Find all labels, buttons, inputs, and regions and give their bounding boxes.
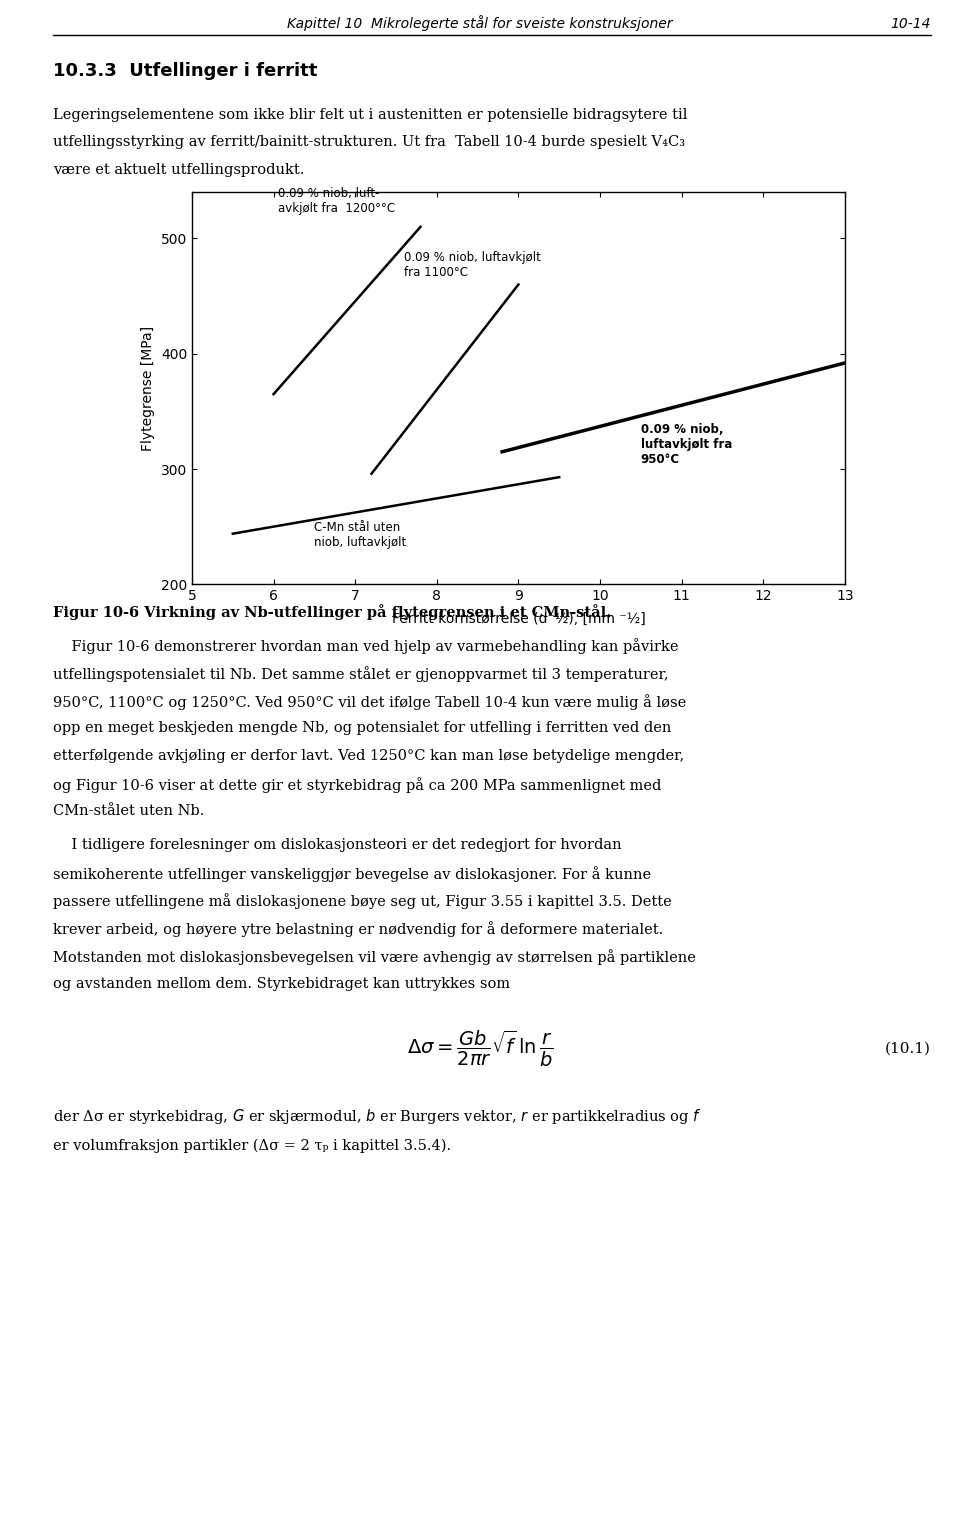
Text: C-Mn stål uten
niob, luftavkjølt: C-Mn stål uten niob, luftavkjølt xyxy=(315,521,407,549)
Text: er volumfraksjon partikler (Δσ = 2 τₚ i kapittel 3.5.4).: er volumfraksjon partikler (Δσ = 2 τₚ i … xyxy=(53,1138,451,1152)
Text: utfellingspotensialet til Nb. Det samme stålet er gjenoppvarmet til 3 temperatur: utfellingspotensialet til Nb. Det samme … xyxy=(53,666,668,681)
Text: utfellingsstyrking av ferritt/bainitt-strukturen. Ut fra  Tabell 10-4 burde spes: utfellingsstyrking av ferritt/bainitt-st… xyxy=(53,135,684,149)
Text: 950°C, 1100°C og 1250°C. Ved 950°C vil det ifølge Tabell 10-4 kun være mulig å l: 950°C, 1100°C og 1250°C. Ved 950°C vil d… xyxy=(53,694,686,709)
Text: 0.09 % niob,
luftavkjølt fra
950°C: 0.09 % niob, luftavkjølt fra 950°C xyxy=(641,423,732,466)
Text: der Δσ er styrkebidrag, $G$ er skjærmodul, $b$ er Burgers vektor, $r$ er partikk: der Δσ er styrkebidrag, $G$ er skjærmodu… xyxy=(53,1107,701,1126)
Text: 10.3.3  Utfellinger i ferritt: 10.3.3 Utfellinger i ferritt xyxy=(53,62,317,80)
Text: 0.09 % niob, luftavkjølt
fra 1100°C: 0.09 % niob, luftavkjølt fra 1100°C xyxy=(404,251,541,278)
Text: semikoherente utfellinger vanskeliggjør bevegelse av dislokasjoner. For å kunne: semikoherente utfellinger vanskeliggjør … xyxy=(53,866,651,881)
Text: krever arbeid, og høyere ytre belastning er nødvendig for å deformere materialet: krever arbeid, og høyere ytre belastning… xyxy=(53,921,663,937)
Text: $\Delta\sigma = \dfrac{Gb}{2\pi r} \sqrt{f}\, \ln \dfrac{r}{b}$: $\Delta\sigma = \dfrac{Gb}{2\pi r} \sqrt… xyxy=(407,1029,553,1069)
Text: etterfølgende avkjøling er derfor lavt. Ved 1250°C kan man løse betydelige mengd: etterfølgende avkjøling er derfor lavt. … xyxy=(53,749,684,763)
Text: CMn-stålet uten Nb.: CMn-stålet uten Nb. xyxy=(53,804,204,818)
Text: Legeringselementene som ikke blir felt ut i austenitten er potensielle bidragsyt: Legeringselementene som ikke blir felt u… xyxy=(53,108,687,122)
Text: opp en meget beskjeden mengde Nb, og potensialet for utfelling i ferritten ved d: opp en meget beskjeden mengde Nb, og pot… xyxy=(53,721,671,735)
Text: passere utfellingene må dislokasjonene bøye seg ut, Figur 3.55 i kapittel 3.5. D: passere utfellingene må dislokasjonene b… xyxy=(53,894,672,909)
Text: Motstanden mot dislokasjonsbevegelsen vil være avhengig av størrelsen på partikl: Motstanden mot dislokasjonsbevegelsen vi… xyxy=(53,949,696,964)
Text: Figur 10-6 demonstrerer hvordan man ved hjelp av varmebehandling kan påvirke: Figur 10-6 demonstrerer hvordan man ved … xyxy=(53,638,679,654)
Text: Kapittel 10  Mikrolegerte stål for sveiste konstruksjoner: Kapittel 10 Mikrolegerte stål for sveist… xyxy=(287,15,673,31)
Text: 0.09 % niob, luft-
avkjølt fra  1200°°C: 0.09 % niob, luft- avkjølt fra 1200°°C xyxy=(277,188,395,215)
Text: og Figur 10-6 viser at dette gir et styrkebidrag på ca 200 MPa sammenlignet med: og Figur 10-6 viser at dette gir et styr… xyxy=(53,777,661,792)
Text: (10.1): (10.1) xyxy=(885,1041,931,1057)
Text: være et aktuelt utfellingsprodukt.: være et aktuelt utfellingsprodukt. xyxy=(53,163,304,177)
X-axis label: Ferritt kornstørrelse (d⁻½), [mm ⁻½]: Ferritt kornstørrelse (d⁻½), [mm ⁻½] xyxy=(392,612,645,626)
Text: 10-14: 10-14 xyxy=(891,17,931,31)
Y-axis label: Flytegrense [MPa]: Flytegrense [MPa] xyxy=(141,326,156,451)
Text: og avstanden mellom dem. Styrkebidraget kan uttrykkes som: og avstanden mellom dem. Styrkebidraget … xyxy=(53,977,510,990)
Text: Figur 10-6 Virkning av Nb-utfellinger på flytegrensen i et CMn-stål.: Figur 10-6 Virkning av Nb-utfellinger på… xyxy=(53,604,612,620)
Text: I tidligere forelesninger om dislokasjonsteori er det redegjort for hvordan: I tidligere forelesninger om dislokasjon… xyxy=(53,838,621,852)
